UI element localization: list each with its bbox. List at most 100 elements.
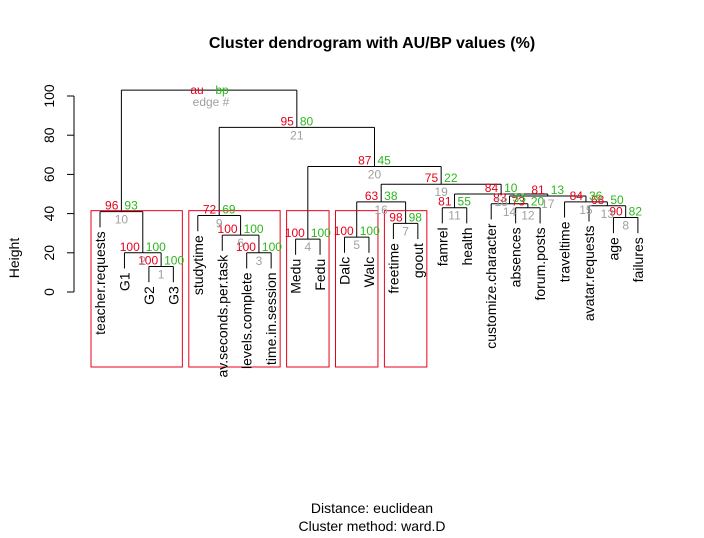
au-value-label: 87 — [358, 154, 372, 168]
leaf-label: goout — [410, 243, 426, 278]
y-tick-label: 40 — [41, 206, 57, 222]
au-value-label: 68 — [591, 193, 605, 207]
edge-number-label: 10 — [115, 213, 129, 227]
dendrogram-tree — [99, 89, 639, 283]
edge-number-label: 5 — [353, 238, 360, 252]
au-value-label: 100 — [120, 240, 140, 254]
method-subtitle: Cluster method: ward.D — [298, 518, 445, 534]
au-value-label: 81 — [438, 195, 452, 209]
leaf-label: G1 — [116, 272, 132, 291]
bp-value-label: 50 — [610, 193, 624, 207]
leaf-label: customize.character — [483, 223, 499, 349]
au-value-label: 100 — [236, 240, 256, 254]
edge-number-label: 19 — [434, 185, 448, 199]
bp-value-label: 22 — [444, 171, 458, 185]
legend-bp-label: bp — [215, 83, 229, 97]
au-value-label: 100 — [285, 226, 305, 240]
au-value-label: 72 — [203, 203, 217, 217]
cluster-highlight-rects — [90, 210, 428, 368]
leaf-label: Walc — [361, 257, 377, 288]
leaf-label: studytime — [190, 235, 206, 295]
leaf-label: freetime — [385, 243, 401, 294]
au-value-label: 84 — [485, 181, 499, 195]
cluster-rect — [286, 210, 330, 368]
edge-number-label: 6 — [237, 236, 244, 250]
edge-number-label: 20 — [368, 168, 382, 182]
bp-value-label: 38 — [384, 189, 398, 203]
bp-value-label: 36 — [589, 189, 603, 203]
bp-value-label: 100 — [360, 224, 380, 238]
edge-number-label: 12 — [521, 209, 535, 223]
y-tick-label: 0 — [41, 288, 57, 296]
leaf-label: failures — [630, 237, 646, 282]
bp-value-label: 98 — [409, 210, 423, 224]
bp-value-label: 55 — [458, 195, 472, 209]
leaf-label: health — [459, 227, 475, 265]
leaf-label: avatar.requests — [581, 225, 597, 321]
leaf-label: av.seconds.per.task — [214, 254, 230, 378]
leaf-label: Fedu — [312, 259, 328, 291]
y-tick-label: 60 — [41, 166, 57, 182]
edge-number-label: 3 — [256, 254, 263, 268]
au-value-label: 63 — [365, 189, 379, 203]
bp-value-label: 33 — [513, 191, 527, 205]
au-value-label: 73 — [512, 195, 526, 209]
legend-au-label: au — [190, 83, 203, 97]
edge-number-label: 1 — [158, 268, 165, 282]
bp-value-label: 82 — [629, 205, 643, 219]
edge-number-label: 7 — [402, 224, 409, 238]
leaf-label: levels.complete — [239, 272, 255, 369]
au-value-label: 100 — [218, 222, 238, 236]
leaf-label: teacher.requests — [92, 231, 108, 335]
edge-number-label: 11 — [448, 209, 461, 223]
y-tick-label: 20 — [41, 245, 57, 261]
bp-value-label: 10 — [504, 181, 518, 195]
leaf-label: traveltime — [557, 221, 573, 282]
au-value-label: 83 — [493, 191, 507, 205]
leaf-label: famrel — [434, 227, 450, 266]
edge-number-label: 15 — [579, 203, 593, 217]
chart-title: Cluster dendrogram with AU/BP values (%) — [209, 35, 535, 52]
bp-value-label: 80 — [300, 114, 314, 128]
leaf-label: age — [605, 237, 621, 261]
au-value-label: 75 — [425, 171, 439, 185]
leaf-label: G2 — [141, 286, 157, 305]
cluster-rect — [90, 210, 183, 368]
leaf-label: Dalc — [337, 257, 353, 285]
y-tick-label: 100 — [41, 84, 57, 108]
au-value-label: 98 — [389, 210, 403, 224]
edge-number-label: 13 — [601, 207, 615, 221]
bp-value-label: 100 — [244, 222, 264, 236]
bp-value-label: 100 — [146, 240, 166, 254]
edge-number-label: 2 — [139, 254, 146, 268]
edge-number-label: 14 — [503, 205, 517, 219]
bp-value-label: 100 — [164, 254, 184, 268]
au-value-label: 90 — [609, 205, 623, 219]
edge-number-label: 18 — [494, 195, 508, 209]
bp-value-label: 100 — [262, 240, 282, 254]
edge-number-label: 9 — [216, 217, 223, 231]
distance-subtitle: Distance: euclidean — [311, 500, 433, 516]
bp-value-label: 69 — [222, 203, 236, 217]
au-value-label: 100 — [138, 254, 158, 268]
au-value-label: 95 — [280, 114, 294, 128]
cluster-rect — [335, 210, 379, 368]
edge-number-label: 4 — [304, 240, 311, 254]
leaf-label: Medu — [288, 259, 304, 294]
y-tick-label: 80 — [41, 127, 57, 143]
cluster-rect — [188, 210, 281, 368]
bp-value-label: 13 — [551, 183, 565, 197]
bp-value-label: 100 — [311, 226, 331, 240]
bp-value-label: 20 — [531, 195, 545, 209]
leaf-label: time.in.session — [263, 272, 279, 365]
au-value-label: 81 — [531, 183, 545, 197]
leaf-label: G3 — [165, 286, 181, 305]
bp-value-label: 93 — [124, 199, 138, 213]
leaf-label: absences — [508, 227, 524, 287]
leaf-labels: teacher.requests G1 G2 G3 studytime av.second… — [92, 221, 646, 377]
au-value-label: 96 — [105, 199, 119, 213]
au-value-label: 100 — [334, 224, 354, 238]
